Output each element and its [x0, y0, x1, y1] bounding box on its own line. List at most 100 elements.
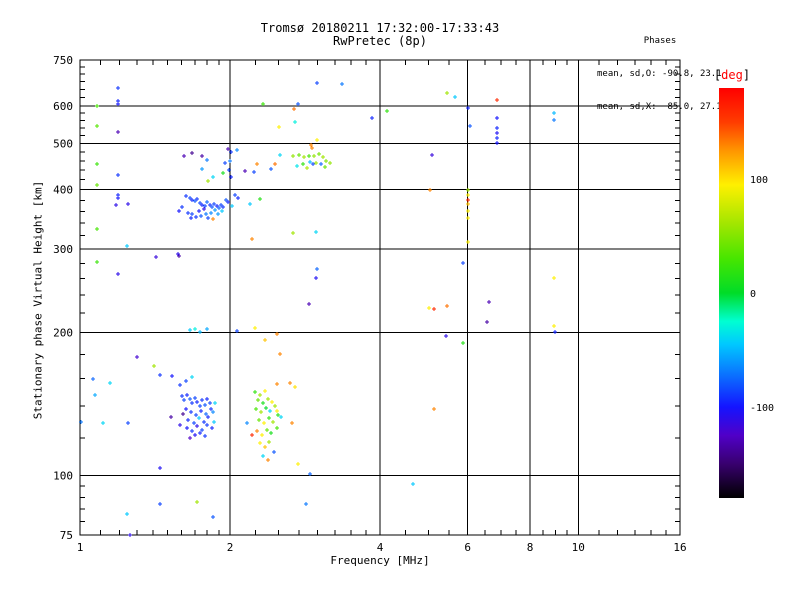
scatter-point [495, 141, 499, 145]
scatter-point [202, 207, 206, 211]
scatter-point [466, 198, 470, 202]
scatter-point [181, 412, 185, 416]
scatter-point [203, 403, 207, 407]
scatter-point [226, 147, 230, 151]
scatter-point [269, 431, 273, 435]
scatter-point [278, 153, 282, 157]
scatter-point [190, 401, 194, 405]
scatter-point [200, 398, 204, 402]
scatter-point [302, 155, 306, 159]
scatter-point [200, 203, 204, 207]
scatter-point [411, 482, 415, 486]
scatter-point [328, 161, 332, 165]
scatter-point [216, 212, 220, 216]
scatter-point [317, 152, 321, 156]
colorbar-unit-label: [deg] [708, 68, 756, 82]
scatter-point [206, 179, 210, 183]
scatter-point [293, 385, 297, 389]
scatter-point [195, 400, 199, 404]
scatter-point [158, 502, 162, 506]
scatter-point [197, 209, 201, 213]
scatter-point [466, 106, 470, 110]
scatter-point [158, 466, 162, 470]
scatter-point [235, 329, 239, 333]
scatter-point [275, 409, 279, 413]
x-tick-label: 8 [527, 541, 534, 554]
scatter-point [186, 418, 190, 422]
scatter-point [95, 104, 99, 108]
scatter-point [275, 382, 279, 386]
scatter-point [258, 197, 262, 201]
scatter-point [487, 300, 491, 304]
scatter-point [116, 130, 120, 134]
scatter-point [91, 377, 95, 381]
scatter-point [195, 197, 199, 201]
scatter-point [292, 107, 296, 111]
scatter-point [95, 183, 99, 187]
y-tick-label: 75 [60, 529, 73, 542]
scatter-point [266, 458, 270, 462]
x-tick-label: 1 [77, 541, 84, 554]
y-tick-label: 200 [53, 327, 73, 340]
scatter-point [255, 429, 259, 433]
scatter-point [95, 124, 99, 128]
scatter-point [445, 91, 449, 95]
scatter-point [275, 426, 279, 430]
scatter-point [205, 200, 209, 204]
scatter-point [427, 306, 431, 310]
scatter-point [188, 436, 192, 440]
scatter-point [295, 164, 299, 168]
scatter-point [213, 208, 217, 212]
scatter-point [267, 416, 271, 420]
scatter-point [310, 146, 314, 150]
scatter-point [291, 154, 295, 158]
scatter-point [211, 217, 215, 221]
scatter-point [293, 120, 297, 124]
scatter-point [199, 214, 203, 218]
scatter-point [204, 212, 208, 216]
scatter-point [257, 418, 261, 422]
scatter-point [273, 404, 277, 408]
scatter-point [291, 231, 295, 235]
scatter-point [195, 500, 199, 504]
phase-stats-heading: Phases [643, 36, 677, 46]
x-tick-label: 2 [227, 541, 234, 554]
scatter-point [205, 423, 209, 427]
scatter-point [116, 102, 120, 106]
scatter-point [305, 166, 309, 170]
scatter-point [190, 429, 194, 433]
y-tick-label: 750 [53, 54, 73, 67]
scatter-point [262, 421, 266, 425]
scatter-point [252, 170, 256, 174]
scatter-point [208, 401, 212, 405]
scatter-point [453, 95, 457, 99]
scatter-point [182, 154, 186, 158]
scatter-point [296, 102, 300, 106]
scatter-point [198, 431, 202, 435]
scatter-point [227, 168, 231, 172]
x-tick-label: 6 [464, 541, 471, 554]
scatter-point [182, 398, 186, 402]
scatter-point [200, 428, 204, 432]
scatter-point [178, 423, 182, 427]
scatter-point [553, 330, 557, 334]
scatter-point [190, 375, 194, 379]
scatter-point [190, 212, 194, 216]
scatter-point [203, 204, 207, 208]
scatter-point [194, 215, 198, 219]
scatter-point [235, 148, 239, 152]
scatter-point [432, 407, 436, 411]
scatter-point [114, 203, 118, 207]
scatter-point [206, 216, 210, 220]
scatter-point [193, 327, 197, 331]
scatter-point [268, 409, 272, 413]
scatter-point [205, 327, 209, 331]
scatter-point [215, 204, 219, 208]
x-axis-label: Frequency [MHz] [330, 554, 430, 567]
scatter-point [116, 196, 120, 200]
scatter-point [432, 307, 436, 311]
scatter-point [180, 394, 184, 398]
scatter-point [264, 406, 268, 410]
scatter-point [116, 272, 120, 276]
